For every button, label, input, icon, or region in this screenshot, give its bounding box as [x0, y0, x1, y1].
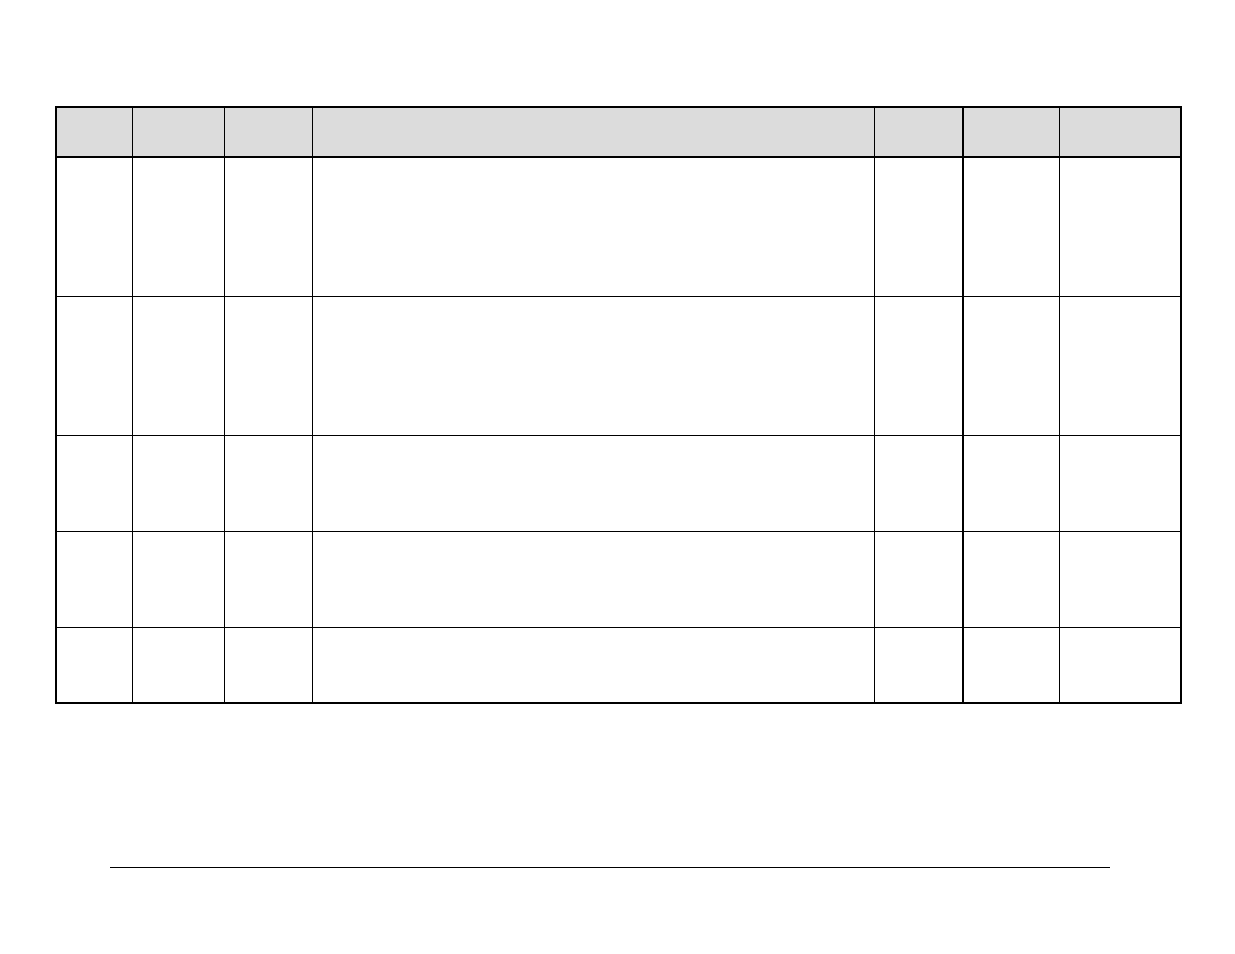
table-cell [875, 157, 964, 296]
table-cell [875, 296, 964, 435]
table-cell [313, 531, 875, 627]
table-cell [313, 296, 875, 435]
table-cell [56, 296, 133, 435]
table-cell [1060, 435, 1182, 531]
footer-divider [110, 867, 1110, 868]
table-row [56, 627, 1181, 703]
table-cell [313, 157, 875, 296]
table-row [56, 531, 1181, 627]
column-header [313, 107, 875, 157]
table-cell [963, 157, 1060, 296]
table-cell [313, 435, 875, 531]
column-header [875, 107, 964, 157]
column-header [963, 107, 1060, 157]
column-header [225, 107, 313, 157]
table-cell [963, 627, 1060, 703]
column-header [56, 107, 133, 157]
table-cell [875, 435, 964, 531]
table-cell [56, 435, 133, 531]
table-header-row [56, 107, 1181, 157]
table-cell [133, 157, 225, 296]
table-cell [56, 627, 133, 703]
table-cell [963, 435, 1060, 531]
column-header [1060, 107, 1182, 157]
table-cell [133, 627, 225, 703]
table-cell [1060, 627, 1182, 703]
table-body [56, 157, 1181, 703]
table-cell [133, 531, 225, 627]
table-cell [963, 531, 1060, 627]
column-header [133, 107, 225, 157]
table-cell [225, 627, 313, 703]
table-cell [225, 157, 313, 296]
table-cell [133, 435, 225, 531]
table-cell [875, 531, 964, 627]
table-cell [133, 296, 225, 435]
table-cell [225, 531, 313, 627]
table-cell [313, 627, 875, 703]
table-cell [1060, 296, 1182, 435]
table-cell [875, 627, 964, 703]
table-cell [963, 296, 1060, 435]
table-row [56, 296, 1181, 435]
table-cell [56, 157, 133, 296]
table-row [56, 157, 1181, 296]
data-table [55, 106, 1182, 704]
table-cell [225, 296, 313, 435]
table-cell [1060, 157, 1182, 296]
table-cell [225, 435, 313, 531]
table-cell [56, 531, 133, 627]
table-cell [1060, 531, 1182, 627]
table-row [56, 435, 1181, 531]
page [0, 0, 1235, 954]
